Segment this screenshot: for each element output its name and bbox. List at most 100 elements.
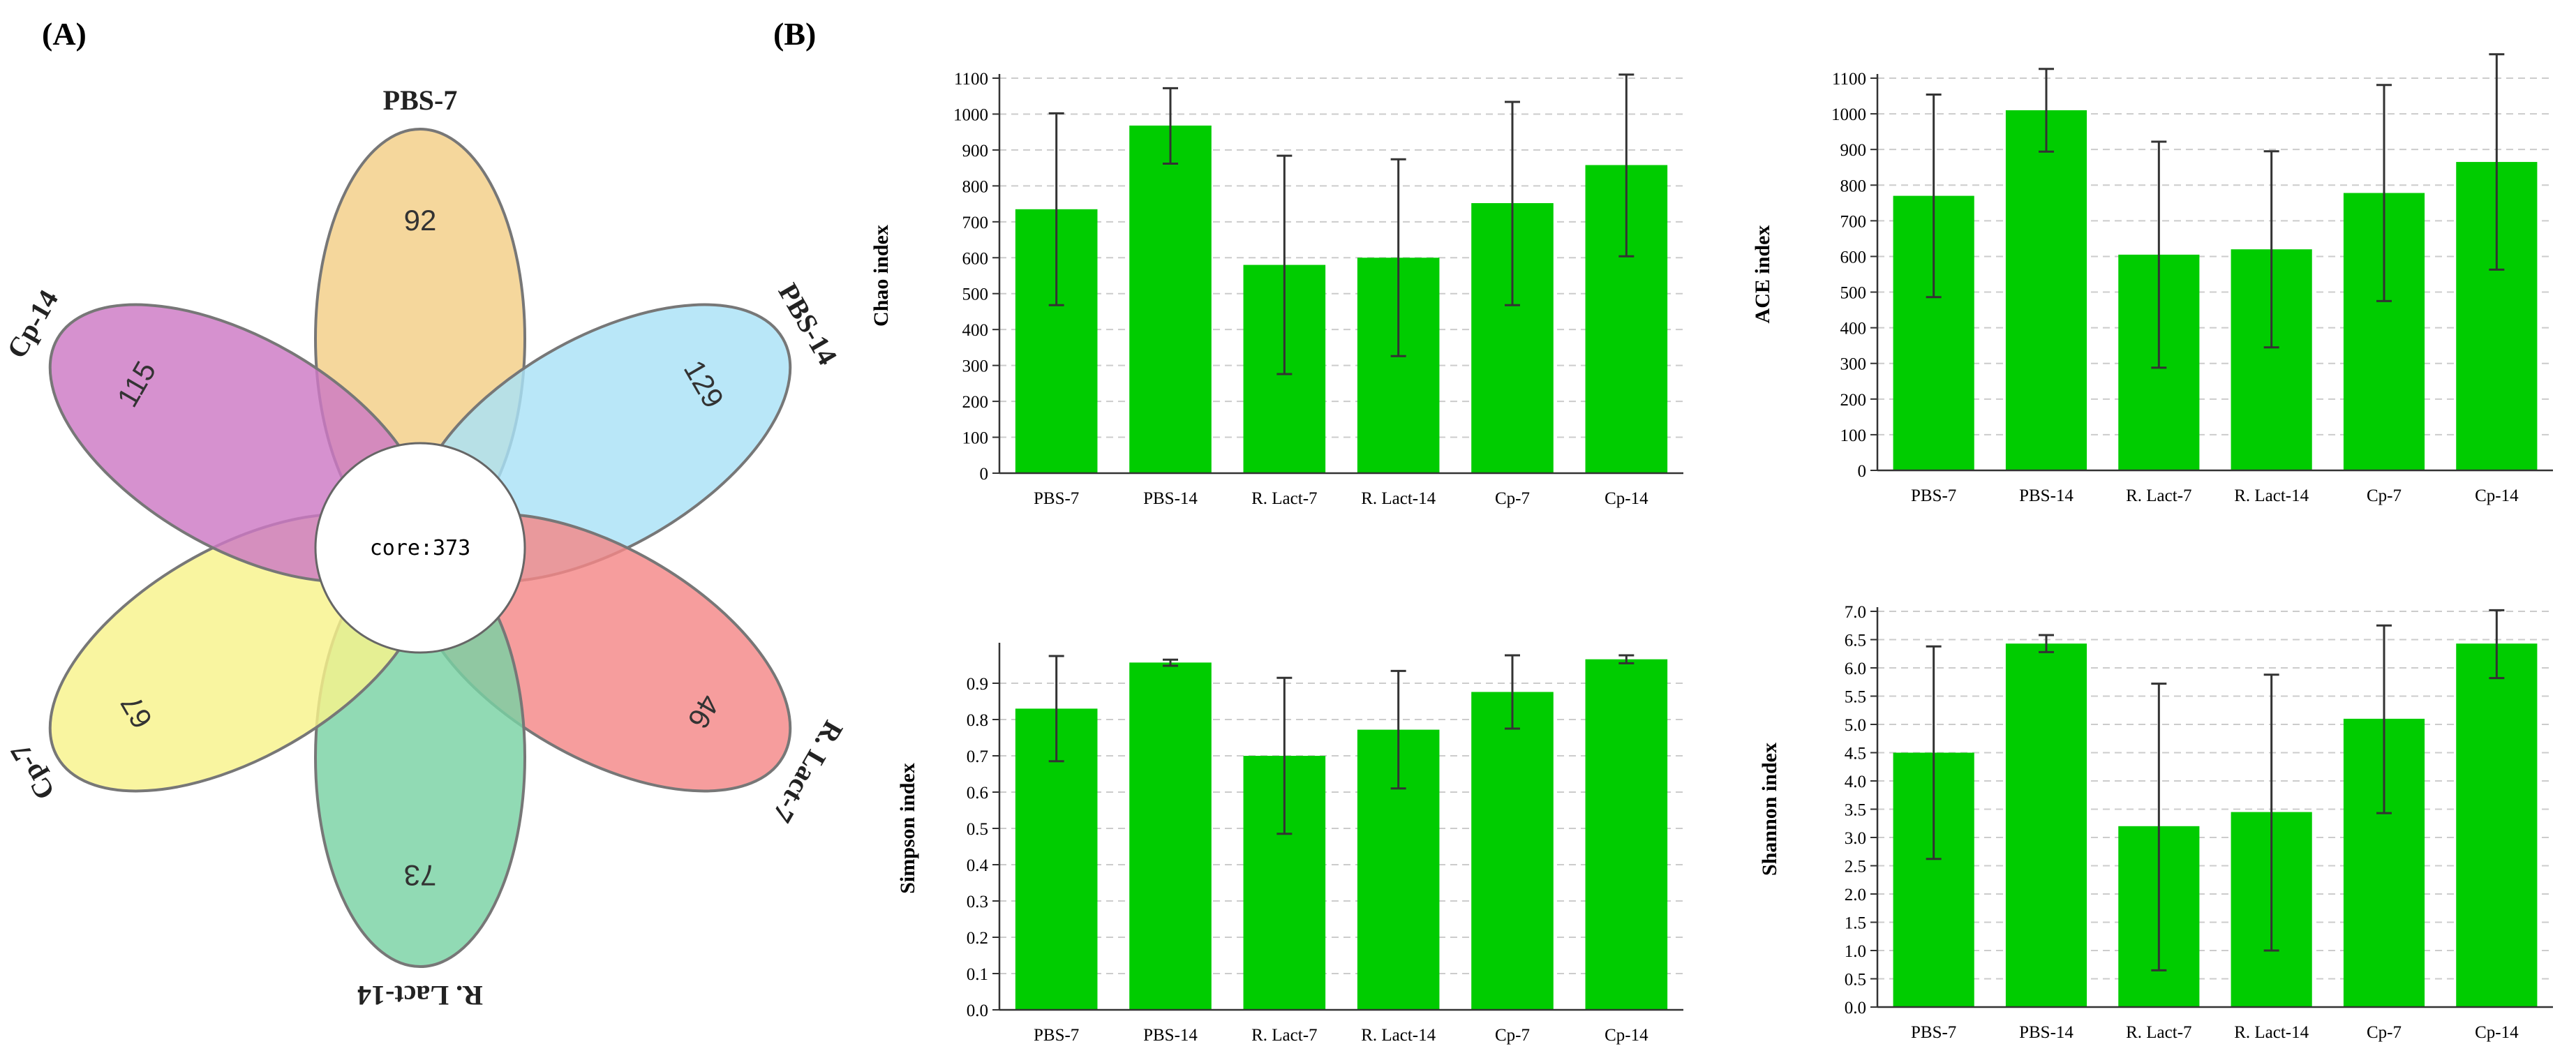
y-tick-label: 300 <box>962 357 989 376</box>
x-tick-label: Cp-14 <box>1605 1026 1648 1045</box>
y-tick-label: 3.0 <box>1845 829 1866 848</box>
y-tick-label: 5.5 <box>1845 688 1866 707</box>
venn-petal-text-group: 73 R. Lact-14 <box>357 859 483 1011</box>
y-tick-label: 3.5 <box>1845 801 1866 820</box>
y-tick-label: 0.2 <box>967 929 988 948</box>
x-tick-label: PBS-14 <box>2019 1023 2074 1042</box>
y-tick-label: 800 <box>962 177 989 196</box>
y-tick-label: 6.0 <box>1845 660 1866 678</box>
y-tick-label: 0.8 <box>967 711 988 730</box>
x-tick-label: PBS-14 <box>1143 1026 1198 1045</box>
y-tick-label: 4.0 <box>1845 773 1866 791</box>
x-tick-label: Cp-7 <box>2367 1023 2402 1042</box>
y-tick-label: 1000 <box>1831 105 1866 124</box>
y-axis-label: Shannon index <box>1758 743 1781 876</box>
y-tick-label: 5.0 <box>1845 716 1866 735</box>
y-tick-label: 0.0 <box>967 1001 988 1020</box>
simpson-index-chart: 0.0 0.1 0.2 0.3 0.4 0.5 0.6 0.7 0.8 0.9 PBS-7 PBS-1… <box>896 643 1683 1045</box>
x-tick-label: PBS-7 <box>1911 1023 1956 1042</box>
x-tick-label: R. Lact-7 <box>1251 489 1317 508</box>
y-tick-label: 900 <box>1840 141 1867 160</box>
y-tick-label: 400 <box>1840 320 1867 338</box>
x-tick-label: PBS-7 <box>1911 486 1956 505</box>
y-tick-label: 100 <box>962 429 989 448</box>
y-tick-label: 600 <box>962 249 989 268</box>
chao-index-chart: 0 100 200 300 400 500 600 700 800 900 1000 1100 PBS-… <box>870 70 1683 508</box>
bar <box>1585 659 1668 1010</box>
y-tick-label: 400 <box>962 321 989 340</box>
bar <box>1471 692 1554 1010</box>
x-tick-label: Cp-7 <box>2367 486 2402 505</box>
y-tick-label: 0.6 <box>967 784 988 803</box>
y-axis-label: Simpson index <box>896 763 919 894</box>
x-tick-label: R. Lact-7 <box>2126 486 2191 505</box>
x-tick-label: PBS-7 <box>1034 1026 1079 1045</box>
y-tick-label: 1000 <box>953 105 988 124</box>
x-tick-label: Cp-14 <box>2475 486 2519 505</box>
y-tick-label: 900 <box>962 142 989 161</box>
y-tick-label: 6.5 <box>1845 632 1866 650</box>
y-tick-label: 1100 <box>954 70 988 89</box>
y-tick-label: 0.9 <box>967 675 988 694</box>
venn-core-circle <box>314 442 526 654</box>
y-tick-label: 0.7 <box>967 747 988 766</box>
y-tick-label: 2.5 <box>1845 858 1866 877</box>
ace-index-chart: 0 100 200 300 400 500 600 700 800 900 1000 1100 PBS-… <box>1751 53 2553 505</box>
venn-petal-text-group: 92 PBS-7 <box>383 84 458 237</box>
panel-b-label: (B) <box>773 16 816 52</box>
y-tick-label: 700 <box>962 214 989 232</box>
y-tick-label: 700 <box>1840 212 1867 231</box>
x-tick-label: Cp-14 <box>1605 489 1648 508</box>
venn-petal-name: R. Lact-14 <box>357 980 483 1011</box>
y-tick-label: 500 <box>1840 284 1867 303</box>
x-tick-label: PBS-14 <box>1143 489 1198 508</box>
y-tick-label: 800 <box>1840 177 1867 195</box>
y-tick-label: 2.0 <box>1845 886 1866 904</box>
y-tick-label: 0 <box>1858 462 1867 481</box>
x-tick-label: Cp-14 <box>2475 1023 2519 1042</box>
x-tick-label: Cp-7 <box>1495 1026 1530 1045</box>
bar <box>2005 643 2087 1007</box>
y-tick-label: 0.3 <box>967 893 988 911</box>
y-tick-label: 0.0 <box>1845 999 1866 1018</box>
y-tick-label: 100 <box>1840 426 1867 445</box>
bar <box>1129 125 1212 474</box>
venn-petal-count: 73 <box>404 859 437 892</box>
y-tick-label: 300 <box>1840 355 1867 374</box>
y-tick-label: 0.1 <box>967 965 988 984</box>
shannon-index-chart: 0.0 0.5 1.0 1.5 2.0 2.5 3.0 3.5 4.0 4.5 5.0 5.5 6.0 6… <box>1758 603 2553 1042</box>
y-tick-label: 200 <box>962 393 989 412</box>
x-tick-label: PBS-14 <box>2019 486 2074 505</box>
venn-petal-name: PBS-7 <box>383 84 458 116</box>
x-tick-label: R. Lact-7 <box>1251 1026 1317 1045</box>
y-tick-label: 0.5 <box>1845 971 1866 990</box>
y-tick-label: 4.5 <box>1845 745 1866 763</box>
y-tick-label: 500 <box>962 285 989 304</box>
panel-a-label: (A) <box>42 16 87 52</box>
x-tick-label: R. Lact-14 <box>2234 486 2309 505</box>
y-tick-label: 600 <box>1840 248 1867 267</box>
bar <box>1129 662 1212 1010</box>
y-tick-label: 1100 <box>1832 70 1866 89</box>
y-tick-label: 0 <box>980 465 989 484</box>
y-axis-label: ACE index <box>1751 225 1774 324</box>
venn-petal-count: 92 <box>404 204 437 237</box>
y-tick-label: 200 <box>1840 391 1867 410</box>
venn-core-label: core:373 <box>370 536 471 560</box>
y-tick-label: 7.0 <box>1845 603 1866 622</box>
y-tick-label: 0.5 <box>967 820 988 839</box>
x-tick-label: Cp-7 <box>1495 489 1530 508</box>
y-tick-label: 1.0 <box>1845 942 1866 961</box>
x-tick-label: R. Lact-14 <box>2234 1023 2309 1042</box>
y-tick-label: 0.4 <box>967 856 989 875</box>
bar <box>2005 110 2087 470</box>
bar <box>2456 643 2538 1007</box>
y-tick-label: 1.5 <box>1845 914 1866 933</box>
x-tick-label: PBS-7 <box>1034 489 1079 508</box>
x-tick-label: R. Lact-7 <box>2126 1023 2191 1042</box>
x-tick-label: R. Lact-14 <box>1361 489 1436 508</box>
y-axis-label: Chao index <box>870 225 893 327</box>
x-tick-label: R. Lact-14 <box>1361 1026 1436 1045</box>
